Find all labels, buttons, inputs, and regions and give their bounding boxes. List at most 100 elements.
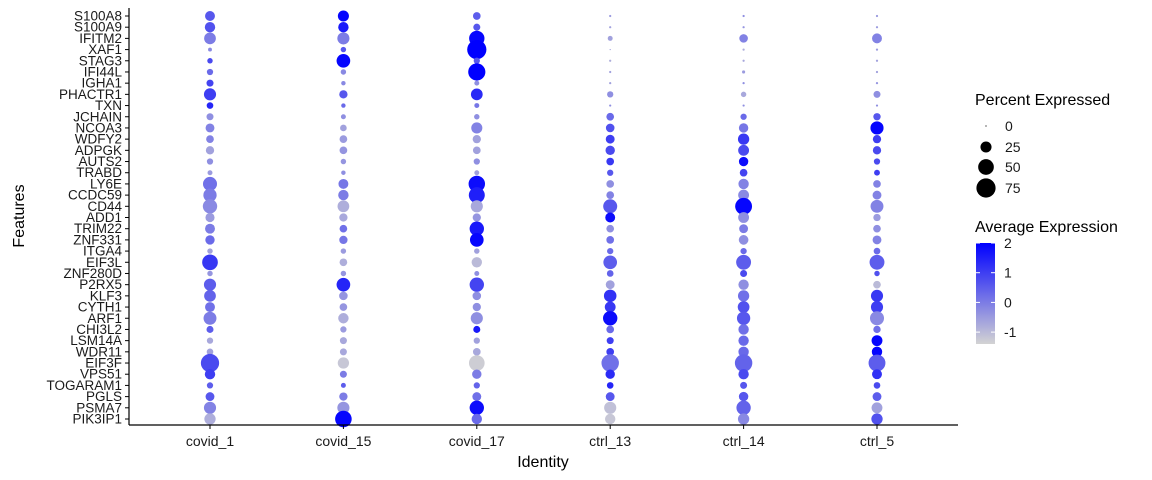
dot-wdr11-covid-17 <box>472 347 481 356</box>
dot-s100a8-covid-17 <box>472 12 481 20</box>
dot-jchain-ctrl-5 <box>873 113 881 121</box>
dot-znf280d-ctrl-14 <box>740 269 748 277</box>
dot-trim22-ctrl-5 <box>873 224 881 233</box>
dot-ly6e-ctrl-5 <box>873 180 881 188</box>
y-tick-label-ly6e: LY6E <box>90 176 122 191</box>
dot-s100a9-covid-1 <box>204 21 216 33</box>
dot-adpgk-covid-17 <box>472 146 481 155</box>
y-tick-label-ccdc59: CCDC59 <box>68 188 122 203</box>
dot-pik3ip1-ctrl-14 <box>737 413 750 425</box>
dot-lsm14a-ctrl-14 <box>738 335 749 346</box>
size-legend-dot-0 <box>985 125 987 127</box>
dot-znf280d-ctrl-5 <box>874 270 880 277</box>
dot-pgls-covid-15 <box>339 392 348 401</box>
y-tick-label-p2rx5: P2RX5 <box>79 277 122 292</box>
dot-ncoa3-ctrl-13 <box>605 123 615 133</box>
y-tick-label-wdfy2: WDFY2 <box>75 132 122 147</box>
dot-ly6e-covid-15 <box>338 178 349 189</box>
color-legend-label-1: 1 <box>1004 265 1012 281</box>
size-legend-label-50: 50 <box>1005 159 1021 175</box>
dot-psma7-covid-17 <box>469 400 484 415</box>
dot-psma7-covid-1 <box>203 401 217 414</box>
dot-txn-ctrl-5 <box>875 104 879 107</box>
y-tick-label-ifi44l: IFI44L <box>84 64 123 79</box>
dot-xaf1-covid-17 <box>467 39 487 60</box>
dot-ncoa3-ctrl-5 <box>870 121 884 135</box>
y-tick-label-znf280d: ZNF280D <box>63 266 122 281</box>
dot-znf331-covid-1 <box>205 235 215 245</box>
y-tick-label-chi3l2: CHI3L2 <box>76 322 122 337</box>
dot-cyth1-covid-15 <box>339 303 348 311</box>
dot-wdr11-ctrl-5 <box>871 346 883 358</box>
x-axis: covid_1 covid_15 covid_17 ctrl_13 ctrl_14 ctr… <box>129 424 958 449</box>
dot-igha1-covid-17 <box>474 80 480 86</box>
dot-itga4-covid-15 <box>340 248 347 254</box>
dot-p2rx5-ctrl-14 <box>738 279 749 290</box>
y-tick-label-trabd: TRABD <box>76 165 122 180</box>
dot-togaram1-ctrl-14 <box>740 381 748 389</box>
dot-pik3ip1-covid-17 <box>471 413 482 425</box>
y-tick-label-txn: TXN <box>95 98 122 113</box>
dot-lsm14a-ctrl-13 <box>606 337 614 345</box>
dot-znf280d-ctrl-13 <box>606 270 614 277</box>
size-legend-label-0: 0 <box>1005 118 1013 134</box>
dot-cyth1-covid-17 <box>472 302 481 312</box>
dot-wdfy2-covid-15 <box>339 135 348 143</box>
dot-igha1-covid-1 <box>206 79 214 87</box>
dot-eif3f-covid-17 <box>468 355 485 371</box>
dot-vps51-covid-17 <box>472 369 482 379</box>
dot-pgls-covid-17 <box>472 392 482 402</box>
y-tick-label-add1: ADD1 <box>86 210 122 225</box>
dot-add1-covid-1 <box>205 212 215 223</box>
y-tick-label-pik3ip1: PIK3IP1 <box>72 412 122 427</box>
y-tick-label-ifitm2: IFITM2 <box>79 31 122 46</box>
dot-pik3ip1-ctrl-5 <box>871 413 883 425</box>
dot-pik3ip1-covid-15 <box>335 410 352 428</box>
dot-eif3l-ctrl-5 <box>869 254 885 270</box>
dot-xaf1-ctrl-14 <box>742 48 745 51</box>
dot-jchain-covid-17 <box>474 114 480 120</box>
dot-igha1-ctrl-13 <box>609 82 612 85</box>
y-tick-label-s100a9: S100A9 <box>74 20 122 35</box>
dot-trim22-ctrl-14 <box>739 224 749 234</box>
dot-znf280d-covid-17 <box>474 270 480 276</box>
y-tick-label-lsm14a: LSM14A <box>70 333 122 348</box>
color-legend-title: Average Expression <box>975 219 1118 236</box>
dot-igha1-covid-15 <box>341 80 346 86</box>
size-legend: Percent Expressed 0 25 50 75 <box>975 92 1110 198</box>
dot-klf3-covid-15 <box>339 291 348 301</box>
dot-s100a9-covid-17 <box>473 23 481 31</box>
dot-trim22-covid-15 <box>339 224 348 233</box>
x-tick-label-covid-17: covid_17 <box>449 433 505 449</box>
dot-vps51-covid-15 <box>339 370 347 378</box>
dot-chi3l2-covid-15 <box>340 326 347 333</box>
dot-lsm14a-ctrl-5 <box>871 335 883 347</box>
dot-chi3l2-covid-1 <box>206 325 214 333</box>
dot-adpgk-ctrl-13 <box>605 145 615 156</box>
dot-togaram1-ctrl-13 <box>606 382 614 389</box>
dot-trabd-covid-1 <box>207 170 213 176</box>
dot-znf331-ctrl-5 <box>872 235 882 245</box>
dot-trabd-ctrl-13 <box>607 169 614 176</box>
dot-znf280d-covid-1 <box>207 270 213 277</box>
dot-auts2-covid-1 <box>206 158 214 165</box>
dot-znf331-covid-17 <box>469 233 484 247</box>
x-tick-label-ctrl-13: ctrl_13 <box>589 433 631 449</box>
dot-phactr1-covid-1 <box>203 88 217 101</box>
dot-ifitm2-ctrl-13 <box>607 35 613 41</box>
dot-xaf1-ctrl-5 <box>875 48 879 51</box>
y-tick-label-adpgk: ADPGK <box>75 143 122 158</box>
dot-cd44-ctrl-5 <box>870 199 884 213</box>
size-legend-title: Percent Expressed <box>975 92 1110 109</box>
dot-ifi44l-covid-17 <box>468 63 486 81</box>
dot-s100a8-ctrl-13 <box>609 14 612 18</box>
dot-pgls-covid-1 <box>205 392 215 402</box>
dot-add1-covid-15 <box>339 213 348 222</box>
dot-add1-covid-17 <box>472 213 481 222</box>
y-tick-label-stag3: STAG3 <box>79 53 122 68</box>
y-tick-label-arf1: ARF1 <box>87 311 122 326</box>
dot-trim22-covid-17 <box>469 221 484 236</box>
dot-ccdc59-ctrl-5 <box>872 190 882 200</box>
dot-wdr11-covid-15 <box>339 348 347 356</box>
dot-xaf1-covid-15 <box>340 46 347 53</box>
